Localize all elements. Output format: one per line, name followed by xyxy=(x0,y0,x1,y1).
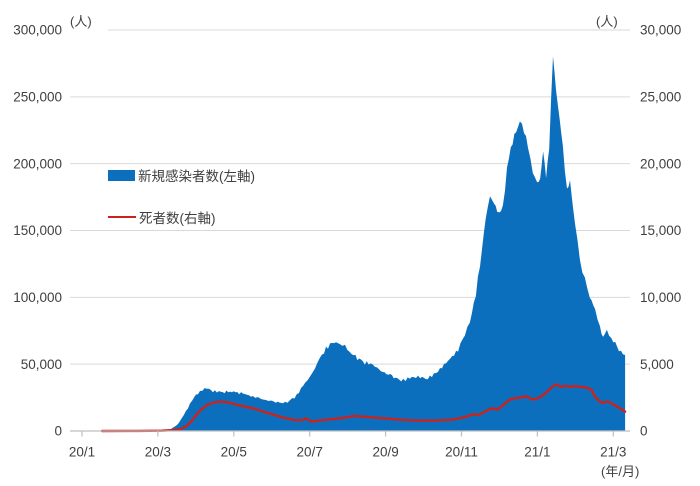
left-axis-tick-label: 300,000 xyxy=(13,23,62,38)
x-axis xyxy=(70,430,630,437)
legend-item-deaths: 死者数(右軸) xyxy=(108,208,255,226)
deaths-line xyxy=(100,383,627,433)
x-axis-unit-label: (年/月) xyxy=(601,464,640,479)
left-axis-tick-label: 0 xyxy=(54,424,62,439)
right-axis-tick-label: 15,000 xyxy=(640,223,681,238)
left-axis-tick-label: 100,000 xyxy=(13,290,62,305)
x-axis-tick-label: 20/1 xyxy=(69,445,95,460)
area-series-swatch-icon xyxy=(108,169,135,181)
right-axis-tick-label: 0 xyxy=(640,424,648,439)
x-axis-tick-label: 20/11 xyxy=(445,445,478,460)
x-axis-tick-label: 20/3 xyxy=(145,445,171,460)
legend-label-deaths: 死者数(右軸) xyxy=(139,211,216,226)
right-axis-tick-label: 5,000 xyxy=(640,357,674,372)
right-axis-tick-label: 10,000 xyxy=(640,290,681,305)
chart-legend: 新規感染者数(左軸) 死者数(右軸) xyxy=(108,166,255,250)
new-cases-area xyxy=(102,56,626,431)
left-axis-unit-label: (人) xyxy=(70,14,92,29)
legend-label-new-cases: 新規感染者数(左軸) xyxy=(138,169,255,184)
right-axis-tick-label: 20,000 xyxy=(640,156,681,171)
right-axis-unit-label: (人) xyxy=(596,14,618,29)
axis-tick-labels: 0 50,000 100,000 150,000 200,000 250,000 300,0… xyxy=(13,23,681,460)
right-axis-tick-label: 30,000 xyxy=(640,23,681,38)
left-axis-tick-label: 50,000 xyxy=(21,357,62,372)
x-axis-tick-label: 21/3 xyxy=(600,445,626,460)
x-axis-tick-label: 21/1 xyxy=(524,445,550,460)
line-series-swatch-icon xyxy=(108,216,136,218)
left-axis-tick-label: 250,000 xyxy=(13,90,62,105)
x-axis-tick-label: 20/7 xyxy=(297,445,323,460)
left-axis-tick-label: 150,000 xyxy=(13,223,62,238)
x-axis-tick-label: 20/9 xyxy=(372,445,398,460)
left-axis-tick-label: 200,000 xyxy=(13,156,62,171)
x-axis-tick-label: 20/5 xyxy=(221,445,247,460)
right-axis-tick-label: 25,000 xyxy=(640,90,681,105)
legend-item-new-cases: 新規感染者数(左軸) xyxy=(108,166,255,184)
